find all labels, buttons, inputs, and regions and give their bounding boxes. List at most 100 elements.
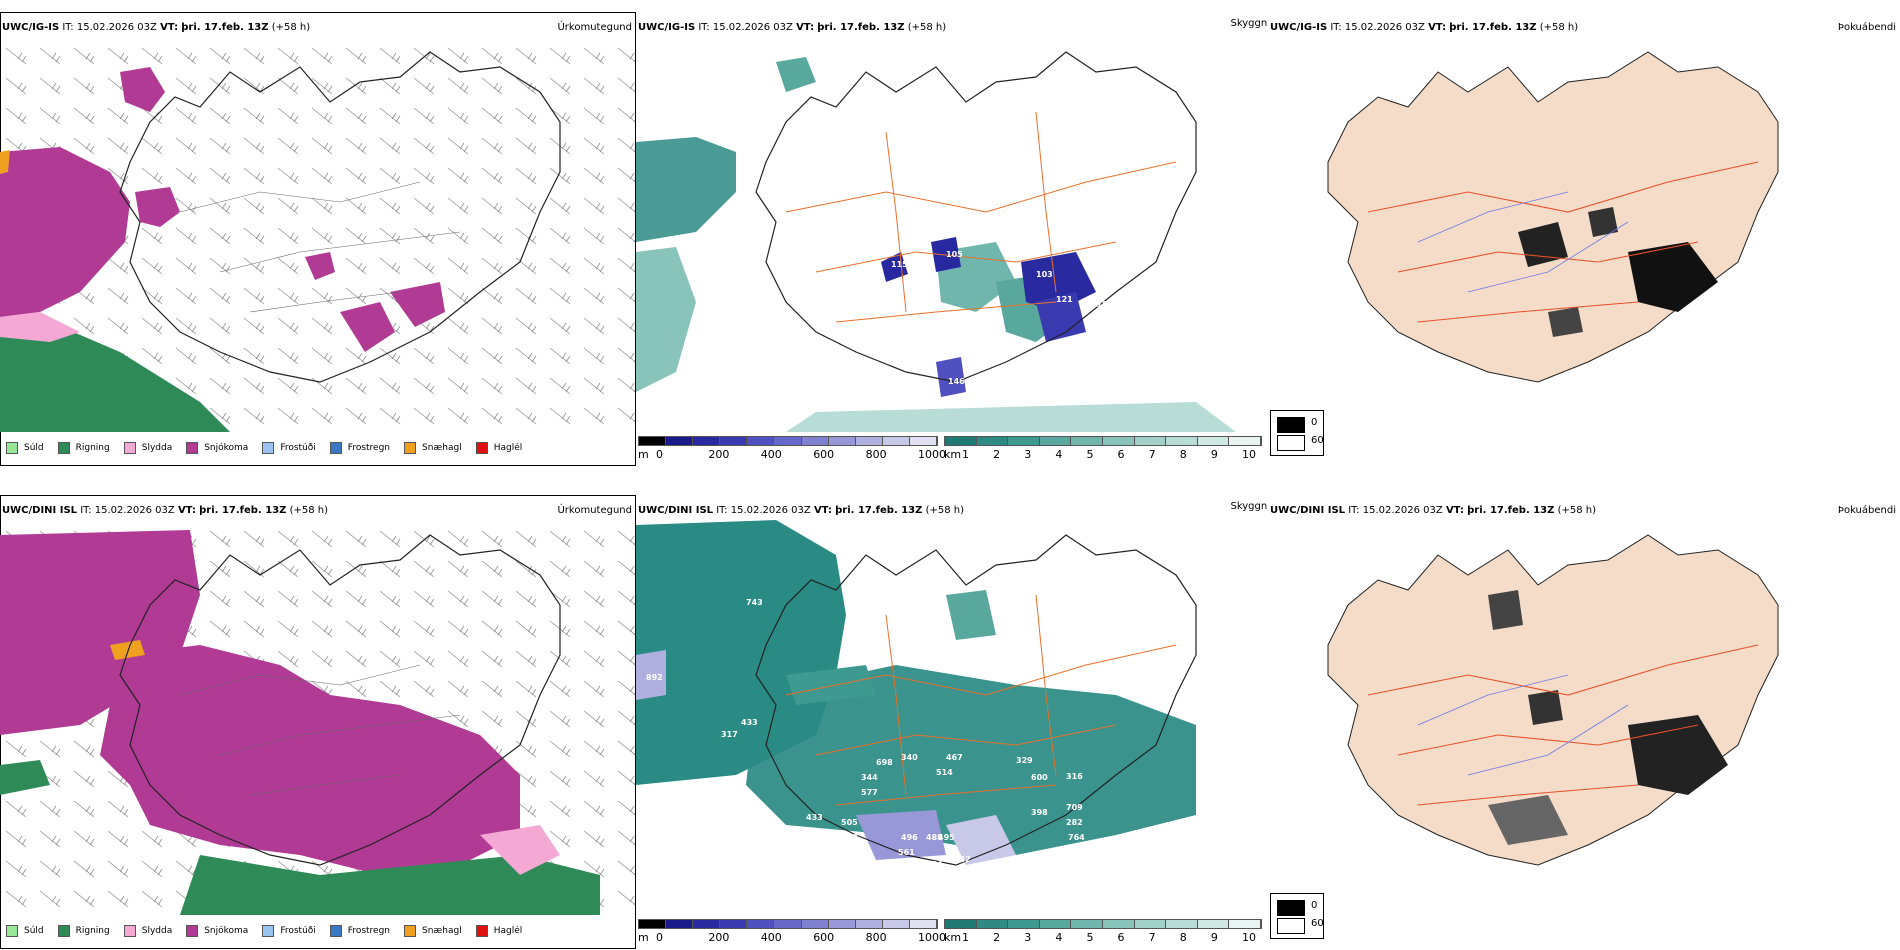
colorbar-cell [1166,920,1198,928]
cloudbase-tick-label: 400 [760,931,782,944]
legend-swatch [186,442,199,454]
cloudbase-tick-label: 0 [656,931,663,944]
cloudbase-value-label: 495 [938,833,955,842]
cloudbase-value-label: 316 [1066,772,1083,781]
precip-legend: Súld Rigning Slydda Snjókoma Frostúði Frostre… [6,442,536,454]
legend-swatch [6,925,18,937]
cloudbase-value-label: 709 [1066,803,1083,812]
panel-title: UWC/DINI ISL IT: 15.02.2026 03Z VT: þri.… [638,505,964,516]
lead-time: (+58 h) [1539,22,1579,33]
visibility-tick-label: 8 [1179,448,1187,461]
cloudbase-value-label: 345 [786,840,803,849]
colorbar-cell [1102,437,1135,445]
fog-map [1327,534,1779,866]
cloudbase-tick-label: 600 [813,448,835,461]
cloudbase-value-label: 561 [898,848,915,857]
visibility-colorbar: km 1 2 3 4 5 6 7 8 9 10 [944,919,1262,949]
legend-label: Haglél [493,443,523,453]
cloudbase-value-label: 600 [1031,773,1048,782]
colorbar-cell [976,920,1009,928]
cloudbase-value-label: 698 [876,758,893,767]
visibility-tick-label: 2 [993,448,1001,461]
visibility-unit: km [944,931,962,944]
visibility-tick-label: 10 [1242,448,1256,461]
legend-label: Frostregn [347,443,391,453]
colorbar-cell [828,920,856,928]
model-name: UWC/IG-IS [638,22,696,33]
colorbar-cell [666,437,694,445]
legend-swatch [123,442,136,454]
colorbar-cell [639,920,667,928]
legend-item: Snæhagl [404,925,462,937]
lead-time: (+58 h) [907,22,947,33]
colorbar-cell [882,437,910,445]
colorbar-cell [1071,437,1103,445]
visibility-tick-label: 8 [1179,931,1187,944]
legend-label: Súld [24,926,44,936]
legend-swatch [329,442,342,454]
row2-visibility-panel: UWC/DINI ISL IT: 15.02.2026 03Z VT: þri.… [636,495,1272,949]
colorbar-cell [747,437,775,445]
visibility-tick-label: 9 [1210,448,1218,461]
visibility-tick-label: 1 [962,931,969,944]
fog-swatch-60 [1277,918,1305,934]
cloudbase-tick-label: 1000 [918,931,946,944]
cloudbase-value-label: 384 [926,860,943,869]
model-name: UWC/DINI ISL [2,505,78,516]
lead-time: (+58 h) [925,505,965,516]
fog-label-0: 0 [1311,417,1318,428]
variable-name: Skyggni [1230,18,1270,29]
colorbar-cell [720,437,748,445]
cloudbase-value-label: 433 [806,813,823,822]
colorbar-cell [1197,920,1230,928]
variable-name: Þokuábendi [1837,505,1896,516]
init-time: IT: 15.02.2026 03Z [62,22,157,33]
legend-item: Haglél [475,442,523,454]
legend-label: Frostúði [280,926,316,936]
valid-time: þri. 17.feb. 13Z [181,22,269,33]
lead-time: (+58 h) [271,22,311,33]
legend-label: Snjókoma [204,443,249,453]
fog-swatch-60 [1277,435,1305,451]
init-time: IT: 15.02.2026 03Z [716,505,811,516]
colorbar-cell [945,920,977,928]
init-time: IT: 15.02.2026 03Z [698,22,793,33]
legend-label: Haglél [493,926,523,936]
cloudbase-value-label: 103 [1036,270,1053,279]
legend-label: Snjókoma [204,926,249,936]
valid-time: þri. 17.feb. 13Z [817,22,905,33]
cloudbase-value-label: 396 [926,873,943,882]
legend-swatch [57,442,70,454]
cloudbase-value-label: 488 [926,833,943,842]
legend-item: Frostregn [329,925,390,937]
fog-label-0: 0 [1311,900,1318,911]
visibility-tick-label: 10 [1242,931,1256,944]
cloudbase-value-label: 282 [1066,818,1083,827]
legend-item: Snjókoma [186,925,248,937]
colorbar-cell [801,437,829,445]
colorbar-cell [1134,437,1167,445]
init-time: IT: 15.02.2026 03Z [80,505,175,516]
legend-swatch [123,925,136,937]
visibility-unit: km [944,448,962,461]
panel-title: UWC/IG-IS IT: 15.02.2026 03Z VT: þri. 17… [2,22,310,33]
legend-item: Snjókoma [186,442,248,454]
cloudbase-unit: m [638,931,649,944]
colorbar-cell [801,920,829,928]
cloudbase-value-label: 42 [936,400,947,409]
colorbar-cell [855,920,883,928]
valid-label: VT: [1445,505,1464,516]
legend-label: Snæhagl [422,926,462,936]
colorbar-cell [1008,437,1040,445]
visibility-tick-label: 5 [1086,931,1094,944]
cloudbase-tick-label: 0 [656,448,663,461]
precip-map [0,525,635,915]
model-name: UWC/IG-IS [1270,22,1328,33]
cloudbase-tick-label: 600 [813,931,835,944]
legend-item: Frostúði [262,442,316,454]
colorbar-cell [828,437,856,445]
colorbar-cell [1008,920,1040,928]
row2-precip-panel: UWC/DINI ISL IT: 15.02.2026 03Z VT: þri.… [0,495,636,949]
cloudbase-value-label: 892 [646,673,663,682]
